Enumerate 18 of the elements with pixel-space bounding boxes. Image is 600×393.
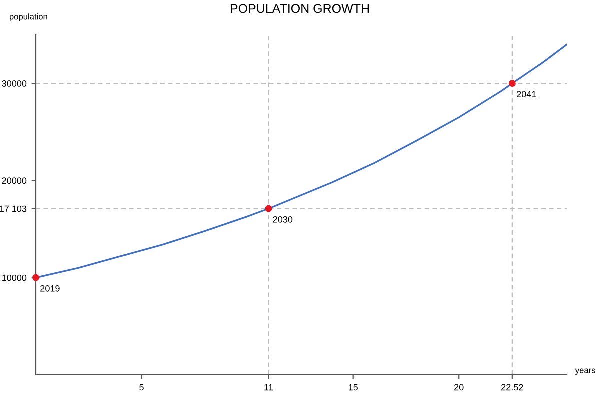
x-tick-label: 5 — [140, 384, 144, 391]
y-tick-label: 20000 — [2, 178, 27, 184]
x-axis-title: years — [575, 368, 596, 375]
y-tick-label: 30000 — [2, 80, 27, 87]
x-tick-label: 20 — [454, 384, 464, 391]
y-tick-label: 10000 — [2, 274, 27, 282]
x-tick-label: 22.52 — [502, 384, 524, 391]
annotation: 2030 — [273, 216, 293, 223]
annotation: 2041 — [517, 91, 536, 98]
y-axis-title: population — [10, 14, 48, 22]
chart-title: POPULATION GROWTH — [230, 4, 370, 14]
point — [32, 274, 40, 282]
x-tick-label: 15 — [349, 384, 358, 391]
y-tick-label: 17 103 — [0, 206, 27, 212]
x-tick-label: 11 — [264, 384, 273, 391]
annotation: 2019 — [40, 285, 60, 292]
point — [508, 80, 516, 88]
point — [265, 205, 272, 212]
